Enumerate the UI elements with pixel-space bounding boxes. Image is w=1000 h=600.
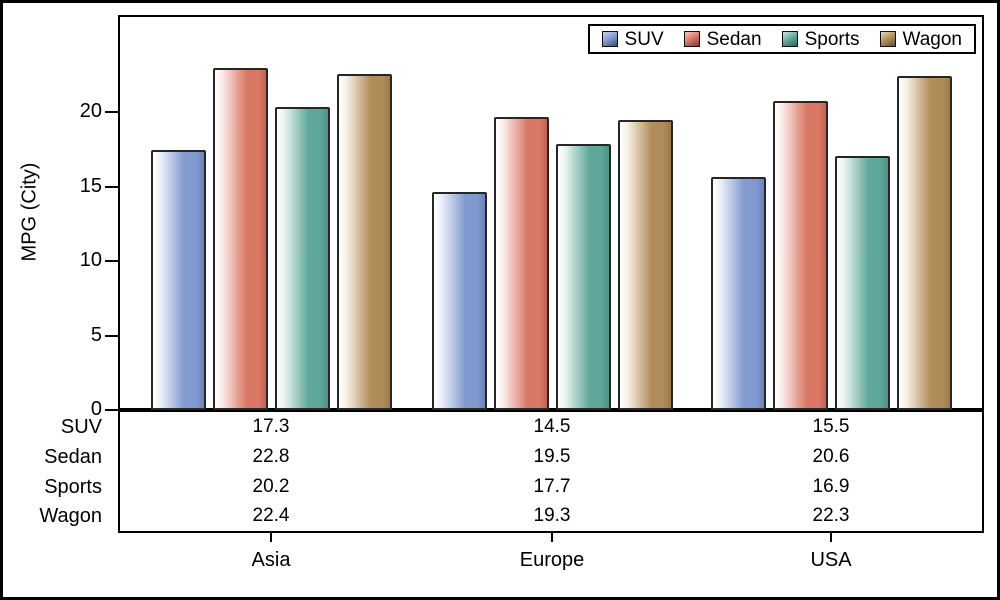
legend-item-sedan: Sedan (683, 28, 762, 50)
sports-swatch-icon (781, 31, 798, 47)
table-row-label: Sedan (44, 445, 102, 468)
bar-sports-usa (834, 156, 890, 410)
table-cell: 17.7 (533, 475, 571, 497)
bar-suv-asia (150, 150, 206, 410)
wagon-swatch-icon (879, 31, 896, 47)
y-tick-label: 20 (79, 100, 102, 122)
bar-suv-europe (431, 191, 487, 410)
table-row-label: Wagon (39, 505, 102, 528)
y-axis-title: MPG (City) (18, 162, 41, 262)
table-cell: 16.9 (812, 475, 850, 497)
y-tick-label: 10 (79, 249, 102, 271)
x-category-label: Europe (519, 549, 585, 571)
legend-label: Sports (804, 28, 860, 50)
legend: SUV Sedan Sports Wagon (587, 24, 976, 54)
bar-sports-europe (555, 144, 611, 410)
data-table-box (118, 410, 984, 533)
table-row-label: Sports (44, 475, 102, 498)
y-tick-mark (105, 334, 118, 337)
x-tick-mark (830, 533, 832, 542)
bar-suv-usa (710, 177, 766, 410)
y-tick-label: 15 (79, 174, 102, 197)
sedan-swatch-icon (683, 31, 700, 47)
x-category-label: Asia (251, 549, 291, 571)
x-tick-mark (270, 533, 272, 542)
bar-wagon-usa (896, 75, 952, 410)
bar-wagon-europe (617, 120, 673, 410)
plot-area: SUV Sedan Sports Wagon (118, 15, 984, 410)
y-tick-mark (105, 260, 118, 262)
suv-swatch-icon (601, 31, 618, 47)
y-tick-label: 0 (90, 398, 102, 420)
table-cell: 20.6 (812, 445, 850, 467)
legend-label: SUV (624, 28, 664, 50)
bar-sedan-usa (772, 101, 828, 410)
table-row-label: SUV (60, 416, 102, 438)
y-tick-mark (105, 111, 118, 113)
bar-wagon-asia (336, 74, 392, 410)
legend-item-wagon: Wagon (879, 28, 963, 50)
y-tick-mark (105, 185, 118, 188)
table-cell: 22.4 (252, 505, 290, 527)
table-cell: 19.5 (533, 445, 571, 467)
table-cell: 22.8 (252, 445, 290, 467)
legend-item-suv: SUV (601, 28, 664, 50)
table-cell: 17.3 (252, 416, 290, 437)
table-cell: 14.5 (533, 416, 571, 437)
y-tick-label: 5 (90, 323, 102, 346)
table-cell: 22.3 (812, 505, 850, 527)
table-cell: 20.2 (252, 475, 290, 497)
legend-item-sports: Sports (781, 28, 860, 50)
y-tick-mark (105, 409, 118, 411)
table-cell: 19.3 (533, 505, 571, 527)
bar-sedan-europe (493, 117, 549, 410)
bar-sports-asia (274, 107, 330, 410)
table-cell: 15.5 (812, 416, 850, 437)
legend-label: Sedan (706, 28, 762, 50)
x-tick-mark (551, 533, 553, 542)
x-category-label: USA (810, 549, 852, 571)
bar-sedan-asia (212, 68, 268, 410)
legend-label: Wagon (902, 28, 963, 50)
